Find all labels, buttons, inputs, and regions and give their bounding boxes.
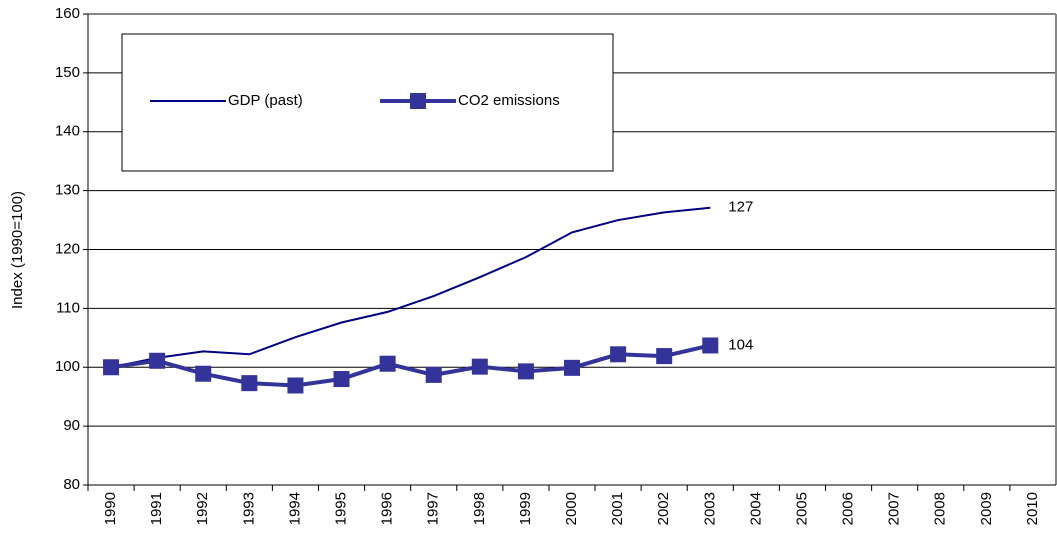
marker (702, 337, 719, 354)
data-label: 127 (728, 199, 753, 216)
y-tick-label: 140 (55, 123, 80, 140)
marker (656, 348, 673, 365)
y-tick-label: 150 (55, 64, 80, 81)
x-tick-label: 1992 (194, 492, 211, 525)
x-tick-label: 2004 (747, 492, 764, 525)
y-tick-label: 160 (55, 5, 80, 22)
y-tick-label: 120 (55, 240, 80, 257)
marker (195, 365, 212, 382)
x-tick-label: 2001 (609, 492, 626, 525)
marker (241, 375, 258, 392)
x-tick-label: 1993 (240, 492, 257, 525)
x-tick-label: 1995 (332, 492, 349, 525)
y-tick-label: 90 (63, 417, 80, 434)
legend-label: GDP (past) (228, 92, 303, 109)
marker (149, 352, 166, 369)
y-tick-label: 80 (63, 476, 80, 493)
x-tick-label: 2003 (701, 492, 718, 525)
y-tick-label: 130 (55, 182, 80, 199)
x-tick-label: 1991 (148, 492, 165, 525)
marker (610, 346, 627, 363)
marker (287, 377, 304, 394)
x-tick-label: 1999 (517, 492, 534, 525)
marker (425, 366, 442, 383)
x-tick-label: 2002 (655, 492, 672, 525)
y-tick-label: 110 (56, 299, 80, 316)
marker (379, 355, 396, 372)
x-tick-label: 1996 (379, 492, 396, 525)
marker (471, 358, 488, 375)
marker (564, 359, 580, 376)
series-line (110, 206, 711, 369)
data-label: 104 (728, 336, 753, 353)
legend-marker (410, 93, 426, 109)
x-tick-label: 1997 (425, 492, 442, 525)
x-tick-label: 2000 (563, 492, 580, 525)
x-tick-label: 1990 (102, 492, 119, 525)
x-tick-label: 2009 (978, 492, 995, 525)
x-tick-label: 2007 (886, 492, 903, 525)
x-tick-label: 2008 (932, 492, 949, 525)
legend-label: CO2 emissions (458, 92, 560, 109)
x-tick-label: 2010 (1024, 492, 1041, 525)
legend-box (121, 33, 614, 172)
x-tick-label: 1994 (286, 492, 303, 525)
marker (333, 371, 350, 388)
x-tick-label: 2006 (840, 492, 857, 525)
marker (517, 363, 534, 380)
y-tick-label: 100 (55, 358, 80, 375)
x-tick-label: 2005 (793, 492, 810, 525)
x-tick-label: 1998 (471, 492, 488, 525)
marker (103, 359, 120, 376)
y-axis-label: Index (1990=100) (9, 191, 26, 309)
